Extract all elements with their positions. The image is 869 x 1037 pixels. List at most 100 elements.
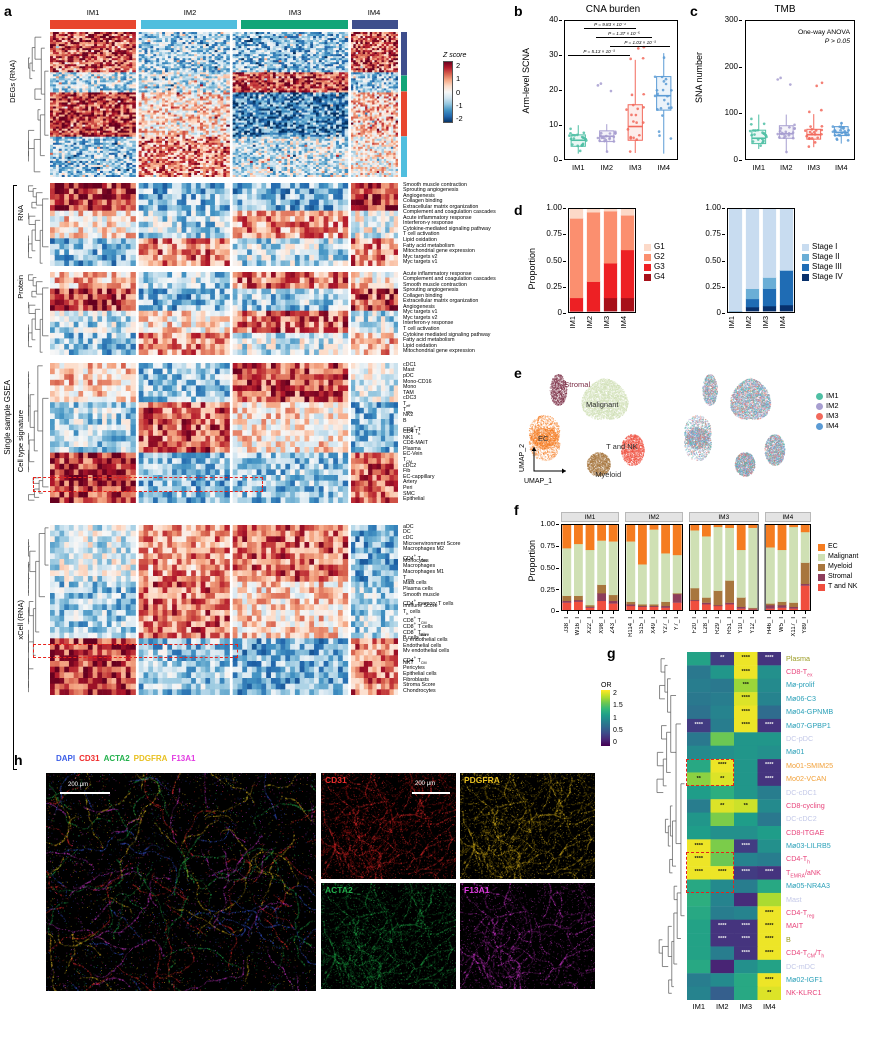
panel-f-sample-label: Y89_T	[802, 616, 809, 634]
row-label: Epithelial cells	[403, 671, 437, 678]
significance-stars: ****	[741, 922, 750, 929]
pvalue-bracket: P = 1.03 × 10⁻³	[610, 40, 670, 47]
row-label: Mast	[403, 367, 415, 374]
panel-c-ylabel: SNA number	[694, 52, 704, 104]
if-cd31-image	[320, 772, 457, 880]
legend-label: T and NK	[828, 583, 858, 590]
marker-label: PDGFRA	[133, 754, 168, 763]
row-label: Angiogenesis	[403, 192, 435, 199]
significance-stars: ****	[694, 856, 703, 863]
row-label: Sprouting angiogenesis	[403, 187, 459, 194]
significance-stars: ****	[765, 949, 774, 956]
panel-f-sample-label: W5_T	[779, 616, 785, 633]
panel-a-label-celltype: Cell type signature	[16, 410, 25, 473]
axis-tick-label: 1.00	[540, 519, 555, 529]
legend-label: Stage III	[812, 262, 842, 271]
legend-swatch	[802, 263, 809, 271]
axis-tick	[770, 611, 772, 614]
row-label: Fib	[403, 468, 411, 475]
or-heatmap-stars: ** **** **** **** *** **** **** **** **** **** ***…	[687, 652, 781, 1000]
row-label: Chondrocytes	[403, 688, 436, 695]
legend-item: Stage III	[802, 263, 843, 271]
panel-f-sample-label: Y7_T	[674, 616, 681, 631]
row-label: Th cells	[403, 608, 421, 616]
row-label: Smooth muscle contraction	[403, 181, 467, 188]
axis-tick	[563, 234, 566, 236]
marker-label: CD31	[79, 754, 100, 763]
legend-item: IM1	[816, 392, 839, 400]
axis-tick-label: IM3	[739, 1002, 752, 1011]
cell-type-label: DC-pDC	[786, 734, 814, 743]
if-f13a1-image	[459, 882, 596, 990]
axis-tick	[563, 313, 566, 314]
protein-gsea-dendrogram	[27, 272, 49, 355]
row-label: CD8+ TCM	[403, 615, 427, 626]
axis-tick-label: IM1	[568, 316, 577, 329]
axis-tick	[559, 90, 562, 91]
zscore-colorbar	[443, 61, 453, 123]
axis-tick-label: 1.00	[546, 203, 562, 212]
axis-tick-label: 0.75	[546, 229, 562, 239]
umap-cluster-label: Myeloid	[595, 470, 622, 479]
row-label: Smooth muscle contraction	[403, 281, 467, 288]
axis-tick	[782, 611, 783, 614]
axis-tick	[722, 313, 725, 314]
umap-cluster-label: Stromal	[564, 380, 591, 389]
axis-tick	[556, 589, 559, 591]
axis-tick	[556, 611, 559, 612]
legend-item: Stage I	[802, 243, 843, 251]
significance-stars: ****	[741, 722, 750, 729]
legend-swatch	[802, 273, 809, 281]
axis-tick-label: IM3	[761, 316, 770, 329]
axis-tick-label: IM2	[779, 163, 793, 172]
cell-type-label: Mø05-NR4A3	[786, 881, 830, 891]
legend-item: G1	[644, 243, 665, 251]
axis-tick	[722, 234, 725, 236]
row-label: Mono	[403, 384, 417, 391]
legend-item: IM4	[816, 422, 839, 430]
row-label: Mitochondrial gene expression	[403, 348, 475, 355]
legend-swatch	[802, 243, 809, 251]
if-main-scalebar-label: 200 μm	[68, 782, 89, 788]
axis-tick-label: IM4	[762, 1002, 776, 1011]
or-legend-title: OR	[601, 682, 612, 689]
panel-a-label-protein: Protein	[16, 275, 25, 299]
cell-type-label: Mø07-GPBP1	[786, 720, 831, 730]
panel-h-letter: h	[14, 752, 23, 768]
axis-tick-label: 0	[557, 308, 562, 317]
degs-row-annotation	[401, 32, 407, 177]
axis-tick	[722, 208, 725, 209]
row-label: cDC2	[403, 462, 417, 469]
pvalue-label: P = 1.37 × 10⁻⁵	[608, 31, 640, 36]
row-label: Myc targets v1	[403, 259, 438, 266]
row-label: NK2	[403, 412, 414, 419]
xcell-heatmap	[50, 525, 398, 695]
row-label: Lipid oxidation	[403, 342, 437, 349]
axis-tick-label: 0	[733, 155, 738, 164]
umap-legend: IM1 IM2 IM3 IM4	[816, 392, 839, 432]
cell-type-label: CD4-Th	[786, 854, 810, 866]
zscore-legend: Z score 2 1 0 -1 -2	[443, 52, 503, 123]
row-label: Myc targets v1	[403, 309, 438, 316]
zscore-tick-m2: -2	[456, 114, 463, 123]
legend-label: Stromal	[828, 573, 853, 580]
legend-swatch	[644, 253, 651, 261]
pvalue-label: P = 5.13 × 10⁻³	[583, 49, 615, 54]
if-inset-label: ACTA2	[325, 885, 353, 895]
legend-label: Stage IV	[812, 272, 843, 281]
row-label: Fatty acid metabolism	[403, 337, 455, 344]
axis-tick-label: IM2	[600, 163, 613, 172]
axis-tick-label: IM2	[585, 316, 594, 329]
stage-xticks: IM1 IM2 IM3 IM4	[727, 316, 795, 329]
legend-swatch	[818, 563, 825, 571]
cell-type-label: MAIT	[786, 921, 804, 931]
significance-stars: **	[720, 655, 725, 662]
legend-label: Stage II	[812, 252, 840, 261]
legend-swatch	[818, 553, 825, 561]
row-label: Angiogenesis	[403, 303, 435, 310]
axis-tick	[559, 125, 562, 126]
tmb-yticks: 300 200 100 0	[707, 15, 742, 164]
row-label: DC	[403, 529, 411, 536]
axis-tick	[739, 160, 742, 161]
axis-tick	[556, 567, 559, 569]
